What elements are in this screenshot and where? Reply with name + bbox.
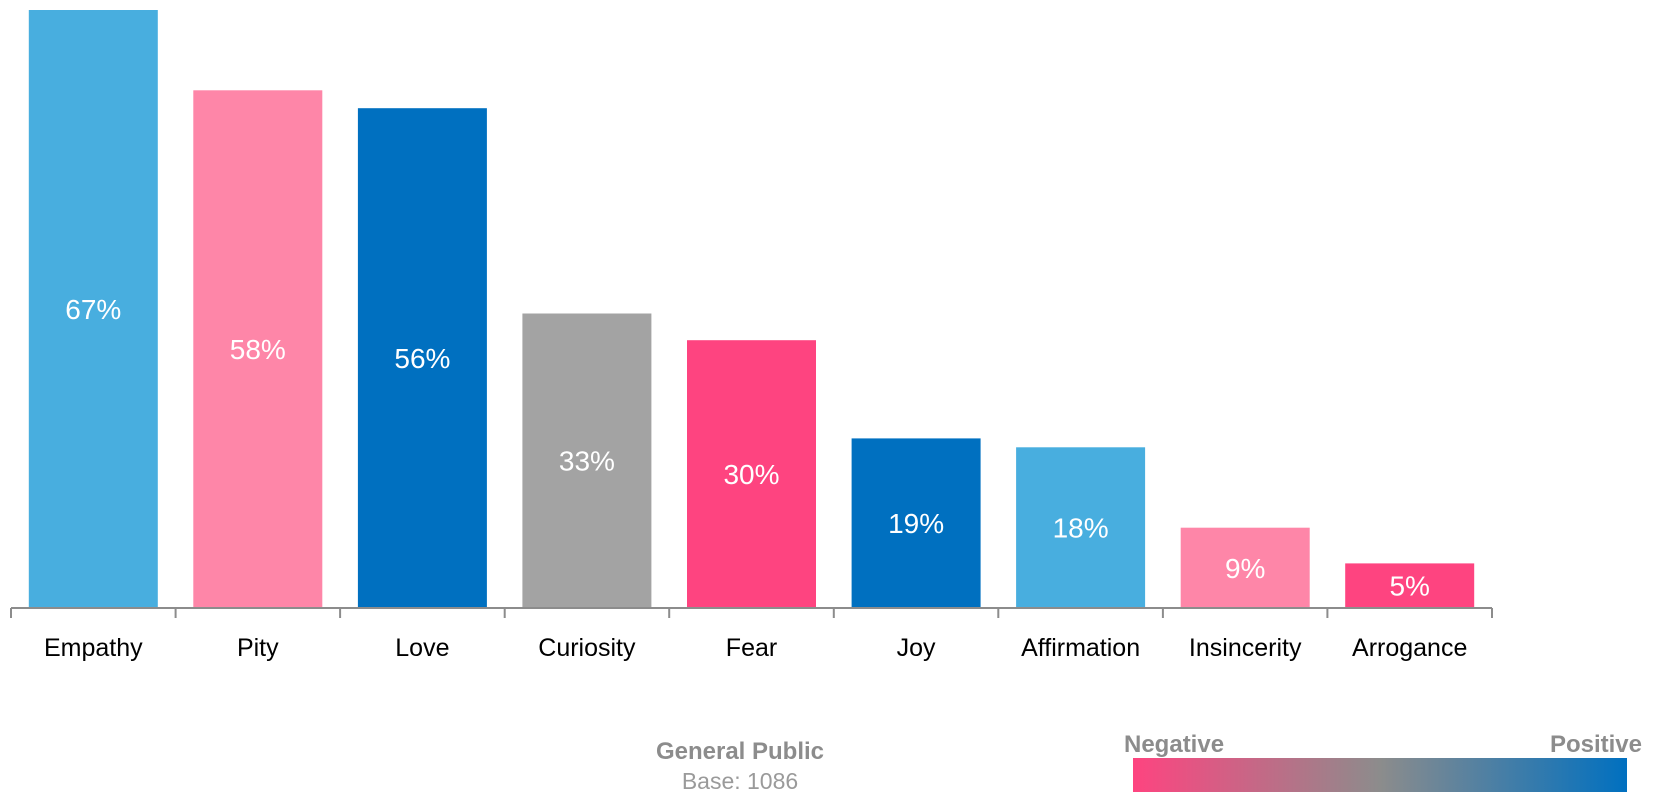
sample-base-label: Base: 1086 bbox=[681, 768, 799, 794]
bar-curiosity bbox=[522, 313, 652, 608]
bar-pity bbox=[193, 90, 323, 609]
bar-joy bbox=[851, 438, 981, 608]
legend-gradient-bar bbox=[1133, 758, 1627, 792]
category-label-curiosity: Curiosity bbox=[538, 634, 636, 662]
value-label-pity: 58% bbox=[230, 334, 286, 365]
bar-insincerity bbox=[1180, 527, 1310, 608]
bar-love bbox=[357, 108, 487, 608]
bar-chart: 67% Empathy 58% Pity 56% Love 33% Curiosity 30% F… bbox=[10, 10, 1493, 662]
value-label-love: 56% bbox=[394, 343, 450, 374]
category-label-empathy: Empathy bbox=[44, 634, 143, 662]
bar-fear bbox=[687, 340, 816, 608]
category-label-joy: Joy bbox=[897, 634, 936, 662]
legend-negative-label: Negative bbox=[1124, 731, 1225, 758]
value-label-fear: 30% bbox=[723, 459, 779, 490]
bar-empathy bbox=[28, 10, 158, 608]
category-label-fear: Fear bbox=[726, 634, 777, 662]
value-label-empathy: 67% bbox=[65, 294, 121, 325]
value-label-insincerity: 9% bbox=[1225, 553, 1265, 584]
category-label-affirmation: Affirmation bbox=[1021, 634, 1140, 662]
value-label-curiosity: 33% bbox=[559, 446, 615, 477]
value-label-arrogance: 5% bbox=[1389, 571, 1429, 602]
category-label-arrogance: Arrogance bbox=[1352, 634, 1467, 662]
value-label-joy: 19% bbox=[888, 508, 944, 539]
category-label-insincerity: Insincerity bbox=[1189, 634, 1302, 662]
legend-positive-label: Positive bbox=[1549, 731, 1642, 758]
category-label-pity: Pity bbox=[237, 634, 279, 662]
bar-affirmation bbox=[1016, 447, 1146, 608]
bar-arrogance bbox=[1345, 563, 1475, 608]
chart-subtitle: General Public bbox=[655, 738, 825, 765]
category-label-love: Love bbox=[395, 634, 449, 662]
value-label-affirmation: 18% bbox=[1053, 513, 1109, 544]
